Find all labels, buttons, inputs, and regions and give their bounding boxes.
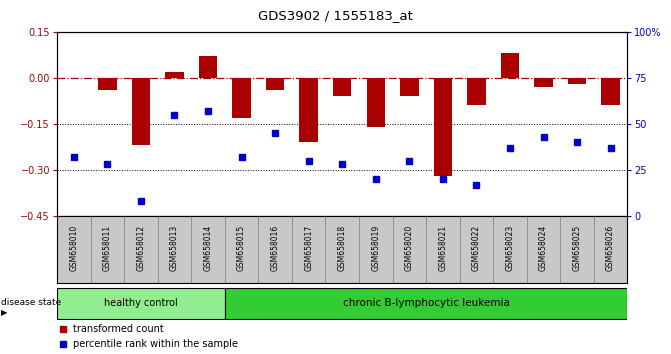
Bar — [325, 216, 359, 283]
Bar — [527, 216, 560, 283]
Text: healthy control: healthy control — [104, 298, 178, 308]
Text: GDS3902 / 1555183_at: GDS3902 / 1555183_at — [258, 9, 413, 22]
Bar — [400, 78, 419, 96]
Bar — [501, 53, 519, 78]
Bar — [333, 78, 352, 96]
Text: GSM658013: GSM658013 — [170, 225, 179, 272]
Bar — [191, 216, 225, 283]
Bar — [393, 216, 426, 283]
Bar — [258, 216, 292, 283]
Text: GSM658011: GSM658011 — [103, 225, 112, 271]
Bar — [199, 56, 217, 78]
Bar — [568, 78, 586, 84]
Bar — [601, 78, 620, 105]
Text: GSM658010: GSM658010 — [69, 225, 79, 272]
Text: GSM658017: GSM658017 — [304, 225, 313, 272]
Bar — [366, 78, 385, 127]
Text: GSM658025: GSM658025 — [572, 225, 582, 272]
Bar — [433, 78, 452, 176]
Bar — [57, 289, 225, 319]
Text: GSM658016: GSM658016 — [270, 225, 280, 272]
Text: GSM658023: GSM658023 — [505, 225, 515, 272]
Text: disease state: disease state — [1, 298, 61, 307]
Bar — [225, 289, 627, 319]
Bar — [426, 216, 460, 283]
Bar — [165, 72, 184, 78]
Bar — [124, 216, 158, 283]
Text: GSM658019: GSM658019 — [371, 225, 380, 272]
Bar — [359, 216, 393, 283]
Bar — [534, 78, 553, 87]
Text: GSM658012: GSM658012 — [136, 225, 146, 271]
Text: GSM658021: GSM658021 — [438, 225, 448, 271]
Bar — [158, 216, 191, 283]
Bar — [91, 216, 124, 283]
Bar — [460, 216, 493, 283]
Bar — [493, 216, 527, 283]
Bar — [292, 216, 325, 283]
Bar — [560, 216, 594, 283]
Text: GSM658024: GSM658024 — [539, 225, 548, 272]
Text: chronic B-lymphocytic leukemia: chronic B-lymphocytic leukemia — [343, 298, 509, 308]
Bar — [57, 216, 91, 283]
Text: GSM658015: GSM658015 — [237, 225, 246, 272]
Bar — [594, 216, 627, 283]
Text: GSM658026: GSM658026 — [606, 225, 615, 272]
Bar — [299, 78, 318, 142]
Bar — [132, 78, 150, 145]
Text: GSM658018: GSM658018 — [338, 225, 347, 271]
Text: GSM658022: GSM658022 — [472, 225, 481, 271]
Text: transformed count: transformed count — [72, 324, 164, 334]
Text: ▶: ▶ — [1, 308, 7, 317]
Bar — [232, 78, 251, 118]
Bar — [98, 78, 117, 90]
Text: GSM658020: GSM658020 — [405, 225, 414, 272]
Text: percentile rank within the sample: percentile rank within the sample — [72, 339, 238, 349]
Bar — [225, 216, 258, 283]
Bar — [467, 78, 486, 105]
Bar — [266, 78, 285, 90]
Text: GSM658014: GSM658014 — [203, 225, 213, 272]
